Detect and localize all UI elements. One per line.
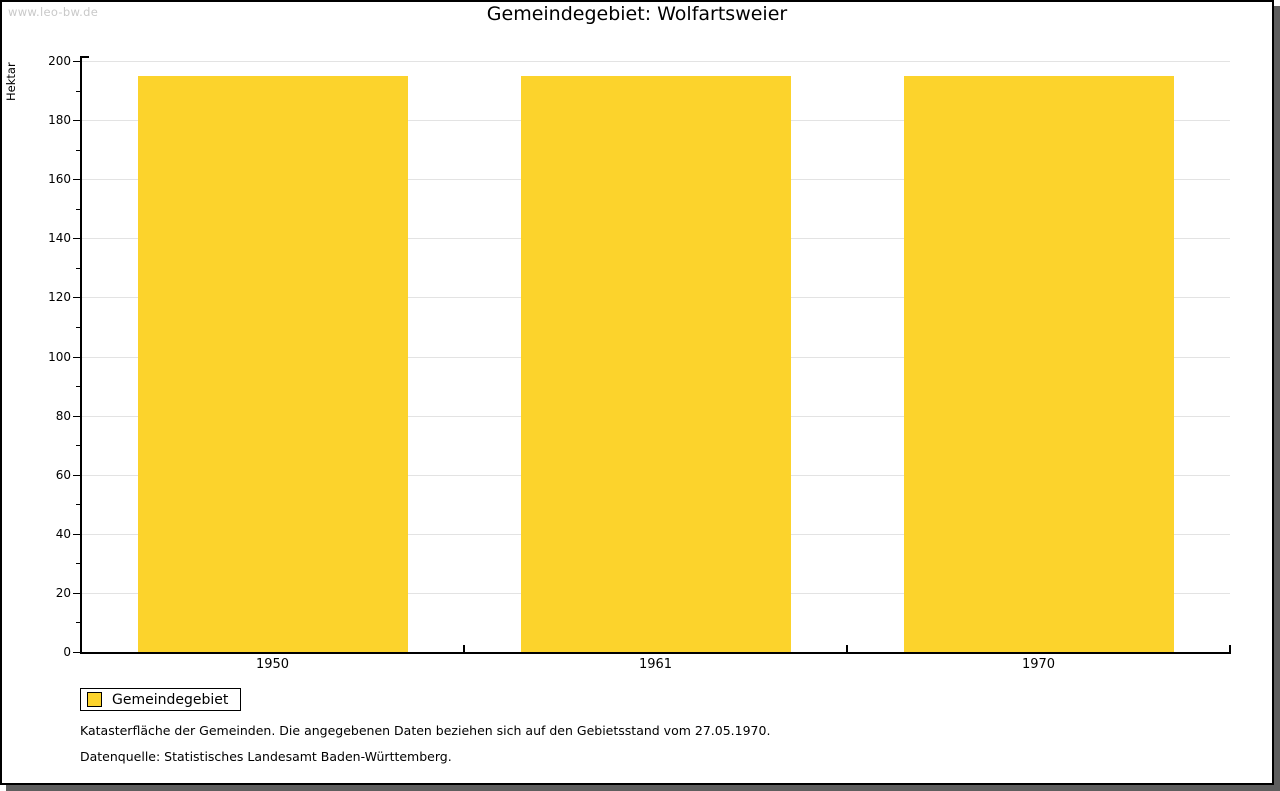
x-boundary-tick (1229, 645, 1231, 652)
y-tick-label: 80 (55, 408, 71, 423)
y-tick-label: 200 (48, 54, 71, 68)
y-major-tick (73, 120, 80, 122)
y-major-tick (73, 179, 80, 181)
x-tick-label: 1970 (1021, 657, 1056, 672)
y-tick-label: 0 (63, 645, 71, 659)
legend: Gemeindegebiet (80, 688, 242, 711)
y-minor-tick (76, 504, 80, 506)
bar-1970 (903, 75, 1174, 652)
legend-swatch (87, 692, 102, 707)
y-tick-label: 100 (48, 349, 71, 364)
chart-title: Gemeindegebiet: Wolfartsweier (486, 3, 788, 25)
x-axis (80, 652, 1231, 654)
y-major-tick (73, 652, 80, 653)
bar-chart-plot: 0 20 40 60 80 100 120 140 160 180 200 1950 1961 1970 (2, 2, 1272, 783)
y-major-tick (73, 61, 80, 62)
gridline-200 (81, 61, 1230, 62)
y-minor-tick (76, 90, 80, 92)
y-major-tick (73, 238, 80, 240)
x-tick-label: 1950 (255, 657, 290, 672)
y-axis-top-cap (81, 56, 89, 58)
bar-1950 (137, 75, 408, 652)
y-tick-label: 180 (48, 113, 71, 128)
y-minor-tick (76, 208, 80, 210)
y-major-tick (73, 533, 80, 535)
y-minor-tick (76, 267, 80, 269)
y-minor-tick (76, 622, 80, 624)
bar-1961 (520, 75, 791, 652)
y-tick-label: 20 (55, 585, 71, 600)
y-major-tick (73, 415, 80, 417)
x-tick-label: 1961 (638, 657, 673, 672)
x-boundary-tick (463, 645, 465, 652)
y-major-tick (73, 474, 80, 476)
y-axis (80, 56, 82, 654)
y-minor-tick (76, 386, 80, 388)
watermark: www.leo-bw.de (8, 5, 99, 19)
footer-source: Datenquelle: Statistisches Landesamt Bad… (80, 749, 452, 764)
x-boundary-tick (846, 645, 848, 652)
y-major-tick (73, 592, 80, 594)
y-minor-tick (76, 563, 80, 565)
y-minor-tick (76, 149, 80, 151)
y-tick-label: 120 (48, 290, 71, 305)
y-tick-label: 160 (48, 172, 71, 187)
y-minor-tick (76, 445, 80, 447)
y-major-tick (73, 297, 80, 299)
footer-note: Katasterfläche der Gemeinden. Die angege… (80, 723, 771, 738)
y-tick-label: 140 (48, 231, 71, 246)
y-tick-label: 60 (55, 467, 71, 482)
y-minor-tick (76, 326, 80, 328)
y-tick-label: 40 (55, 526, 71, 541)
y-major-tick (73, 356, 80, 358)
legend-label: Gemeindegebiet (112, 691, 229, 708)
